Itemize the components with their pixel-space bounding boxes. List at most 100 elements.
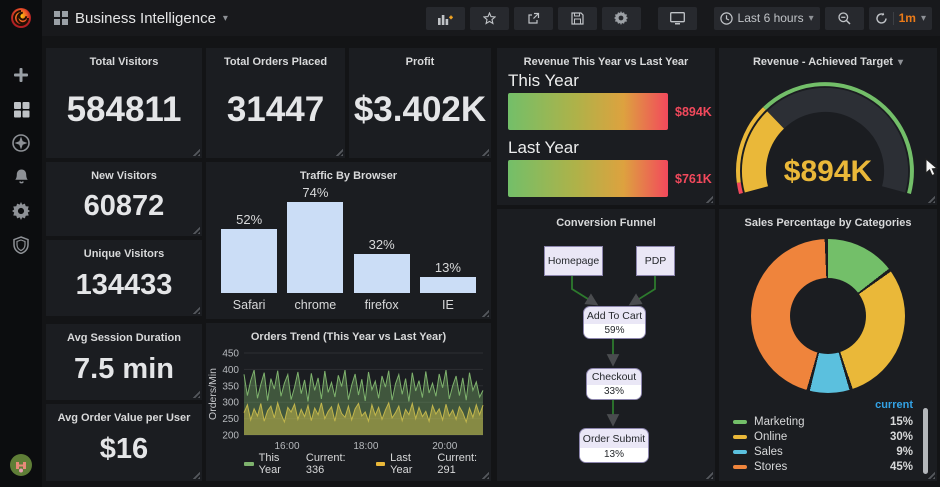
alerting-bell-icon[interactable]: [0, 162, 42, 192]
svg-text:20:00: 20:00: [432, 441, 457, 452]
server-admin-shield-icon[interactable]: [0, 230, 42, 260]
panel-title[interactable]: Avg Order Value per User: [57, 412, 191, 424]
donut-legend: current Marketing 15% Online 30% Sales 9% Stor…: [731, 399, 913, 474]
bar-gauge-this-year: [508, 93, 668, 130]
gear-icon: [614, 11, 629, 25]
svg-text:Orders/Min: Orders/Min: [207, 368, 219, 420]
panel-title[interactable]: Revenue - Achieved Target ▾: [719, 48, 937, 70]
panel-title[interactable]: Unique Visitors: [83, 248, 165, 260]
user-avatar[interactable]: [9, 453, 33, 482]
refresh-picker[interactable]: 1m ▾: [868, 6, 932, 30]
traffic-bar-IE[interactable]: 13%: [416, 260, 480, 293]
share-button[interactable]: [513, 6, 553, 30]
funnel-node-order-submit[interactable]: Order Submit 13%: [579, 428, 649, 463]
funnel-node-add-to-cart[interactable]: Add To Cart 59%: [583, 306, 646, 339]
create-plus-icon[interactable]: [0, 60, 42, 90]
panel-unique-visitors: Unique Visitors 134433: [46, 240, 202, 316]
legend-label[interactable]: Online: [754, 430, 788, 443]
gauge-chart: [736, 82, 914, 195]
svg-text:16:00: 16:00: [275, 441, 300, 452]
svg-text:300: 300: [222, 398, 239, 409]
donut-chart: [751, 239, 905, 393]
bar-gauge-label: This Year: [508, 71, 579, 90]
stat-value: 7.5 min: [74, 352, 174, 385]
traffic-category-label: chrome: [294, 298, 337, 312]
legend-row-sales: Sales 9%: [731, 444, 913, 459]
svg-text:350: 350: [222, 381, 239, 392]
star-button[interactable]: [469, 6, 509, 30]
funnel-node-label: Order Submit: [582, 432, 646, 445]
panel-title[interactable]: Avg Session Duration: [67, 332, 181, 344]
chevron-down-icon: ▾: [808, 12, 814, 24]
explore-compass-icon[interactable]: [0, 128, 42, 158]
traffic-category-label: firefox: [364, 298, 399, 312]
dashboard-title: Business Intelligence: [75, 9, 216, 27]
orders-trend-legend: This Year Current: 336 Last Year Current: 2…: [244, 452, 491, 476]
stat-value: $3.402K: [353, 90, 487, 129]
funnel-node-homepage[interactable]: Homepage: [544, 246, 603, 276]
bar-gauge-label: Last Year: [508, 138, 579, 157]
save-icon: [570, 11, 584, 25]
orders-trend-chart: 200 250 300 350 400 450 16:00 18:00 20:00 Orders/…: [207, 349, 484, 452]
traffic-bar-Safari[interactable]: 52%: [217, 212, 281, 293]
zoom-out-button[interactable]: [824, 6, 864, 30]
legend-label[interactable]: Stores: [754, 460, 788, 473]
tv-mode-button[interactable]: [657, 6, 697, 30]
navbar-actions: Last 6 hours ▾ 1m ▾: [425, 6, 932, 30]
legend-row-marketing: Marketing 15%: [731, 414, 913, 429]
time-range-label: Last 6 hours: [737, 11, 804, 25]
panel-revenue-achieved-target: Revenue - Achieved Target ▾ $894K: [719, 48, 937, 205]
share-icon: [527, 12, 539, 24]
dashboard-settings-button[interactable]: [601, 6, 641, 30]
save-button[interactable]: [557, 6, 597, 30]
panel-title-text: Revenue - Achieved Target: [752, 56, 893, 68]
panel-title[interactable]: Revenue This Year vs Last Year: [523, 56, 689, 68]
legend-label[interactable]: Marketing: [754, 415, 805, 428]
bar-gauge-value: $761K: [675, 172, 712, 186]
panel-avg-session-duration: Avg Session Duration 7.5 min: [46, 324, 202, 400]
funnel-node-label: Homepage: [547, 255, 600, 267]
traffic-category-axis: Safari chrome firefox IE: [216, 298, 481, 312]
dashboard-title-dropdown[interactable]: Business Intelligence ▾: [54, 10, 228, 27]
stat-value: 31447: [226, 90, 325, 129]
refresh-interval-label: 1m: [898, 11, 916, 25]
legend-label[interactable]: Sales: [754, 445, 783, 458]
add-panel-icon: [437, 14, 453, 25]
legend-header-current: current: [875, 399, 913, 411]
panel-title[interactable]: Total Visitors: [89, 56, 159, 68]
panel-title[interactable]: Orders Trend (This Year vs Last Year): [250, 331, 447, 343]
traffic-bar-firefox[interactable]: 32%: [350, 237, 414, 293]
chevron-down-icon: ▾: [222, 12, 228, 24]
stat-value: $16: [99, 433, 149, 465]
panel-title[interactable]: New Visitors: [91, 170, 157, 182]
panel-title[interactable]: Total Orders Placed: [223, 56, 328, 68]
grafana-logo[interactable]: [0, 0, 42, 36]
time-range-picker[interactable]: Last 6 hours ▾: [713, 6, 820, 30]
svg-text:450: 450: [222, 349, 239, 360]
legend-item-this-year[interactable]: This Year Current: 336: [244, 452, 360, 476]
donut-hole: [790, 278, 866, 354]
traffic-bar-chrome[interactable]: 74%: [283, 185, 347, 293]
panel-title[interactable]: Conversion Funnel: [556, 217, 656, 229]
chevron-down-icon: ▾: [920, 12, 926, 24]
panel-title[interactable]: Traffic By Browser: [299, 170, 398, 182]
configuration-gear-icon[interactable]: [0, 196, 42, 226]
funnel-node-pdp[interactable]: PDP: [636, 246, 675, 276]
dashboards-icon[interactable]: [0, 94, 42, 124]
legend-item-last-year[interactable]: Last Year Current: 291: [375, 452, 492, 476]
stat-value: 584811: [66, 90, 182, 129]
chevron-down-icon: ▾: [897, 56, 904, 68]
legend-scrollbar[interactable]: [923, 408, 928, 474]
legend-row-stores: Stores 45%: [731, 459, 913, 474]
gauge-value: $894K: [783, 155, 873, 188]
panel-sales-categories: Sales Percentage by Categories current M…: [719, 209, 937, 481]
clock-icon: [719, 11, 733, 25]
panel-conversion-funnel: Conversion Funnel Homepage PDP Add To Ca…: [497, 209, 715, 481]
add-panel-button[interactable]: [425, 6, 465, 30]
star-icon: [482, 11, 496, 25]
panel-title[interactable]: Sales Percentage by Categories: [744, 217, 912, 229]
panel-title[interactable]: Profit: [405, 56, 435, 68]
funnel-arrows: [571, 275, 656, 427]
zoom-out-icon: [837, 11, 851, 25]
funnel-node-checkout[interactable]: Checkout 33%: [586, 368, 642, 400]
